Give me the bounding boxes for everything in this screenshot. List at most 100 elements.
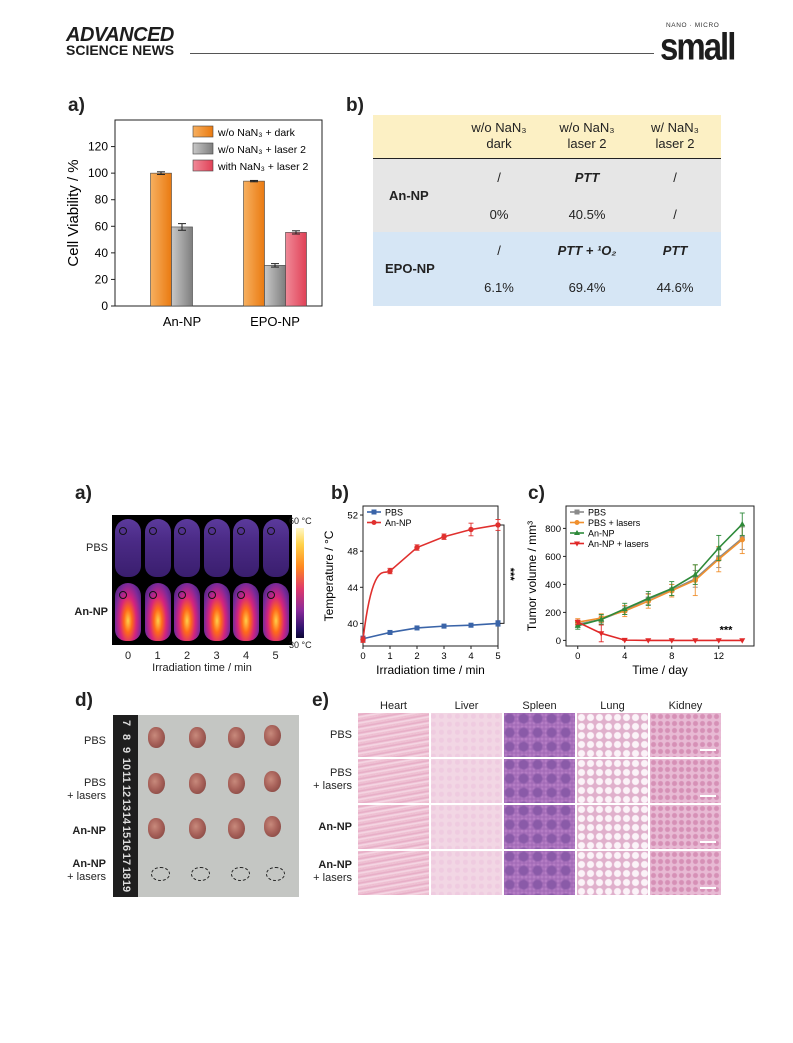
y-tick-label: 44 [347,583,358,594]
legend-label: PBS [385,507,403,517]
legend-label: PBS [588,507,606,517]
empty-tumor-marker [266,867,285,881]
data-point [692,638,699,644]
histology-image [577,851,648,895]
histology-image [504,851,575,895]
thermal-time-label: 4 [242,650,250,662]
mouse-ear-outline [207,591,216,599]
histology-image [431,713,502,757]
histology-column-label: Kidney [668,700,703,712]
table-row [373,232,721,306]
thermal-mouse-image [174,519,200,577]
thermal-time-label: 2 [183,650,191,662]
x-tick-label: 4 [622,651,627,662]
thermal-mouse-image [115,519,141,577]
y-tick-label: 52 [347,511,358,522]
fig1-panel-b-label: b) [346,95,364,116]
row-label-line2: + lasers [67,790,106,802]
fig2-panel-a-label: a) [75,483,92,504]
y-tick-label: 80 [95,193,109,207]
histology-image [577,805,648,849]
excised-tumor [264,725,281,746]
y-tick-label: 20 [95,272,109,286]
data-point [574,620,581,626]
histology-image [431,851,502,895]
journal-logo: small [660,25,736,68]
scale-bar [700,887,716,889]
histology-image [650,805,721,849]
temperature-colorbar [296,528,304,638]
fig2-panel-c-label: c) [528,483,545,504]
histology-grid: Heart Liver Spleen Lung Kidney PBS PBS + lasers… [300,700,780,900]
fig2-panel-e-label: e) [312,690,329,711]
publisher-logo-line2: SCIENCE NEWS [66,42,175,58]
data-point [441,534,447,540]
thermal-row-label: PBS [85,542,108,554]
row-label-line1: PBS [329,729,352,741]
histology-image [650,713,721,757]
mouse-ear-outline [178,527,186,535]
histology-image [431,759,502,803]
tumor-row-label: An-NP [72,825,106,838]
excised-tumor [148,818,165,839]
legend-label: An-NP + lasers [588,539,649,549]
empty-tumor-marker [191,867,210,881]
plot-frame [114,119,323,307]
ruler: 7 8 9 10 11 12 13 14 15 16 17 18 19 [113,715,138,897]
data-point [621,637,628,644]
mouse-ear-outline [119,527,127,535]
legend-label: An-NP [385,518,412,528]
table-cell-mechanism: PTT [662,243,688,258]
y-tick-label: 400 [545,580,561,591]
data-point [495,522,501,528]
excised-tumor [148,773,165,794]
table-cell-value: / [673,207,677,222]
thermal-mouse-image [144,519,171,577]
data-point [414,625,420,631]
data-point [668,585,675,591]
thermal-mouse-image [144,583,171,641]
thermal-mouse-image [233,583,259,641]
y-tick-label: 100 [88,166,108,180]
histology-column-label: Lung [600,700,625,712]
data-point [739,638,746,644]
legend-label: w/o NaN₃ + laser 2 [217,144,306,156]
thermal-mouse-image [203,519,230,577]
mouse-ear-outline [148,527,157,535]
row-label-line2: + lasers [313,872,352,884]
colorbar-min-label: 30 °C [289,640,312,650]
mouse-ear-outline [237,527,245,535]
col-header-line2: laser 2 [655,136,695,151]
thermal-time-label: 5 [272,650,279,662]
table-cell-value: 40.5% [568,207,606,222]
histology-column-label: Liver [454,700,479,712]
table-col-header: w/o NaN₃ laser 2 [543,120,631,152]
x-tick-label: 1 [387,651,392,662]
row-label-line1: PBS [83,777,106,789]
tumor-photograph: 7 8 9 10 11 12 13 14 15 16 17 18 19 [113,715,299,897]
y-tick-label: 40 [347,619,358,630]
journal-prefix: NANO · MICRO [666,22,720,29]
significance-label: *** [504,568,516,582]
fig2b-temperature-chart: 40 44 48 52 0 1 2 3 4 5 Irradiation time / min Temp… [322,505,516,677]
tumor-row-label: PBS + lasers [67,777,106,803]
mouse-ear-outline [266,591,275,599]
x-tick-label: 0 [575,651,580,662]
bar [264,265,286,307]
legend-swatch [192,142,214,155]
legend-label: w/o NaN₃ + dark [217,127,296,139]
thermal-time-label: 1 [154,650,161,662]
table-cell-mechanism: / [497,170,501,185]
thermal-mouse-image [115,583,141,641]
histology-column-label: Spleen [522,700,557,712]
table-cell-mechanism: / [497,243,501,258]
legend-label: An-NP [588,528,615,538]
table-header-row [373,115,721,158]
histology-image [358,851,429,895]
legend-marker [371,509,377,515]
y-axis-label: Cell Viability / % [65,159,82,266]
histology-image [358,759,429,803]
row-label-line1: An-NP [72,858,106,870]
table-col-header: w/o NaN₃ dark [455,120,543,152]
data-point [739,521,746,527]
